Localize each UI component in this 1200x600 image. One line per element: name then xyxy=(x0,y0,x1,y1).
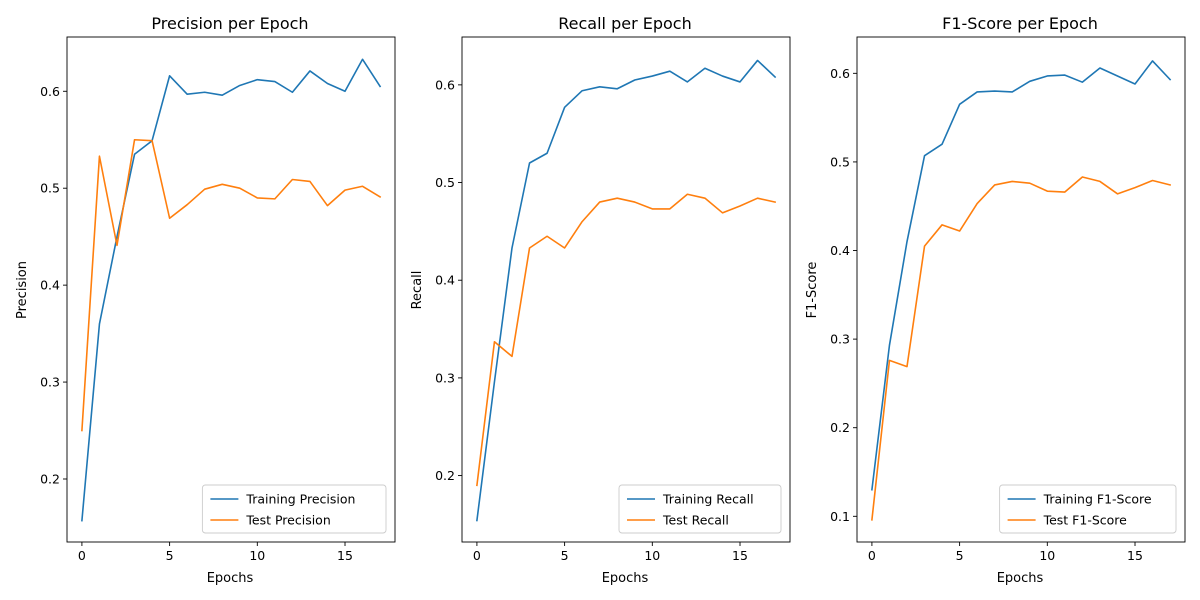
x-tick-label: 0 xyxy=(868,548,876,563)
legend-box xyxy=(618,484,782,534)
x-tick-label: 15 xyxy=(732,548,748,563)
series-line-test xyxy=(81,138,382,432)
plot-area-frame xyxy=(461,36,791,543)
y-tick-label: 0.2 xyxy=(830,420,850,435)
y-tick-label: 0.2 xyxy=(40,471,60,486)
series-line-test xyxy=(871,176,1172,521)
y-axis-label: Recall xyxy=(410,271,425,310)
y-tick-label: 0.6 xyxy=(40,84,60,99)
x-axis-label: Epochs xyxy=(207,571,254,586)
legend-box xyxy=(201,484,387,534)
legend-label: Training Precision xyxy=(245,492,355,507)
x-tick-label: 5 xyxy=(956,548,964,563)
chart-title: Precision per Epoch xyxy=(151,14,308,33)
legend: Training Recall Test Recall xyxy=(618,484,782,534)
y-tick-label: 0.6 xyxy=(830,66,850,81)
y-tick-label: 0.4 xyxy=(435,273,455,288)
chart-title: Recall per Epoch xyxy=(558,14,691,33)
plot-area-frame xyxy=(66,36,396,543)
chart-title: F1-Score per Epoch xyxy=(942,14,1098,33)
legend-label: Test Precision xyxy=(245,513,330,528)
x-tick-label: 10 xyxy=(1039,548,1055,563)
y-tick-label: 0.4 xyxy=(40,278,60,293)
legend-label: Training F1-Score xyxy=(1043,492,1152,507)
y-tick-label: 0.6 xyxy=(435,77,455,92)
series-line-training xyxy=(871,60,1172,491)
x-tick-label: 0 xyxy=(78,548,86,563)
y-axis-label: Precision xyxy=(15,261,30,319)
x-tick-label: 0 xyxy=(473,548,481,563)
y-tick-label: 0.5 xyxy=(435,175,455,190)
legend-label: Test Recall xyxy=(662,513,729,528)
series-line-training xyxy=(476,59,777,522)
y-tick-label: 0.5 xyxy=(830,154,850,169)
y-tick-label: 0.1 xyxy=(830,509,850,524)
x-tick-label: 15 xyxy=(337,548,353,563)
y-tick-label: 0.3 xyxy=(830,332,850,347)
legend-box xyxy=(999,484,1177,534)
x-axis-label: Epochs xyxy=(602,571,649,586)
x-tick-label: 5 xyxy=(561,548,569,563)
recall-chart-panel: Recall per Epoch Epochs Recall 0 5 10 15 0.2… xyxy=(410,14,791,586)
y-tick-label: 0.3 xyxy=(40,375,60,390)
y-axis-label: F1-Score xyxy=(805,262,820,319)
legend-label: Test F1-Score xyxy=(1043,513,1128,528)
legend-label: Training Recall xyxy=(662,492,754,507)
x-tick-label: 15 xyxy=(1127,548,1143,563)
y-tick-label: 0.4 xyxy=(830,243,850,258)
x-tick-label: 10 xyxy=(249,548,265,563)
series-line-training xyxy=(81,58,382,522)
plot-area-frame xyxy=(856,36,1186,543)
y-tick-label: 0.3 xyxy=(435,370,455,385)
y-tick-label: 0.2 xyxy=(435,468,455,483)
precision-chart-panel: Precision per Epoch Epochs Precision 0 5 1… xyxy=(15,14,396,586)
f1-score-chart-panel: F1-Score per Epoch Epochs F1-Score 0 5 10 1… xyxy=(805,14,1186,586)
x-tick-label: 5 xyxy=(166,548,174,563)
series-line-test xyxy=(476,193,777,487)
x-axis-label: Epochs xyxy=(997,571,1044,586)
legend: Training F1-Score Test F1-Score xyxy=(999,484,1177,534)
x-tick-label: 10 xyxy=(644,548,660,563)
y-tick-label: 0.5 xyxy=(40,181,60,196)
legend: Training Precision Test Precision xyxy=(201,484,387,534)
